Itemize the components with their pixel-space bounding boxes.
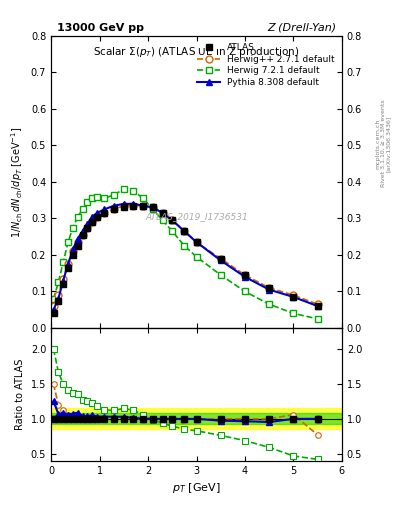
Text: Scalar $\Sigma(p_T)$ (ATLAS UE in Z production): Scalar $\Sigma(p_T)$ (ATLAS UE in Z prod… bbox=[93, 45, 300, 58]
Y-axis label: $1/N_\mathrm{ch}\,dN_\mathrm{ch}/dp_T$ [GeV$^{-1}$]: $1/N_\mathrm{ch}\,dN_\mathrm{ch}/dp_T$ [… bbox=[9, 126, 25, 238]
Text: Z (Drell-Yan): Z (Drell-Yan) bbox=[267, 23, 336, 33]
Text: mcplots.cern.ch: mcplots.cern.ch bbox=[376, 118, 380, 168]
Text: Rivet 3.1.10, ≥ 3.3M events: Rivet 3.1.10, ≥ 3.3M events bbox=[381, 99, 386, 187]
Y-axis label: Ratio to ATLAS: Ratio to ATLAS bbox=[15, 359, 25, 430]
Bar bbox=[51, 409, 342, 430]
X-axis label: $p_T$ [GeV]: $p_T$ [GeV] bbox=[172, 481, 221, 495]
Legend: ATLAS, Herwig++ 2.7.1 default, Herwig 7.2.1 default, Pythia 8.308 default: ATLAS, Herwig++ 2.7.1 default, Herwig 7.… bbox=[195, 40, 338, 90]
Bar bbox=[51, 413, 342, 424]
Text: [arXiv:1306.3436]: [arXiv:1306.3436] bbox=[386, 115, 391, 172]
Text: ATLAS_2019_I1736531: ATLAS_2019_I1736531 bbox=[145, 212, 248, 222]
Text: 13000 GeV pp: 13000 GeV pp bbox=[57, 23, 144, 33]
